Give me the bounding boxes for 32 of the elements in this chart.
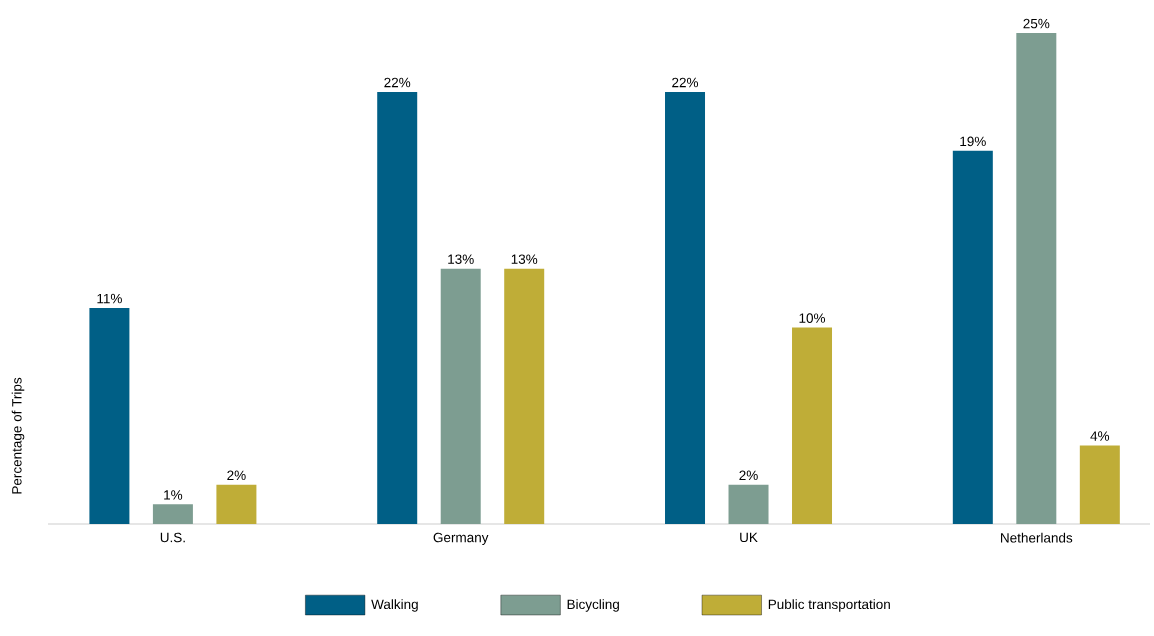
- bar: [377, 91, 418, 524]
- bar: [792, 327, 833, 524]
- bar: [728, 484, 769, 524]
- data-label: 19%: [960, 136, 986, 147]
- legend-label: Public transportation: [768, 599, 890, 612]
- x-tick-label: Netherlands: [1001, 532, 1073, 543]
- data-label: 2%: [227, 470, 246, 481]
- data-label: 13%: [511, 254, 538, 264]
- data-label: 11%: [97, 293, 122, 304]
- data-label: 4%: [1090, 431, 1110, 441]
- bar: [665, 91, 706, 524]
- bar: [1016, 33, 1057, 524]
- legend-label: Bicycling: [567, 599, 619, 612]
- bar: [89, 307, 130, 524]
- data-label: 25%: [1023, 18, 1050, 29]
- y-axis-title: Percentage of Trips: [11, 377, 25, 494]
- legend-label: Walking: [371, 599, 418, 612]
- bar: [952, 150, 993, 524]
- data-label: 1%: [164, 490, 183, 500]
- x-tick-label: UK: [740, 532, 758, 543]
- bar: [1079, 445, 1120, 524]
- x-tick-label: Germany: [433, 532, 489, 545]
- data-label: 13%: [448, 254, 474, 264]
- x-tick-label: U.S.: [160, 532, 185, 543]
- data-label: 22%: [672, 77, 699, 88]
- bar: [440, 268, 481, 524]
- data-label: 2%: [739, 470, 758, 481]
- data-label: 22%: [384, 77, 411, 88]
- bar: [216, 484, 257, 524]
- bar: [152, 504, 193, 524]
- data-label: 10%: [799, 313, 826, 323]
- bar: [504, 268, 545, 524]
